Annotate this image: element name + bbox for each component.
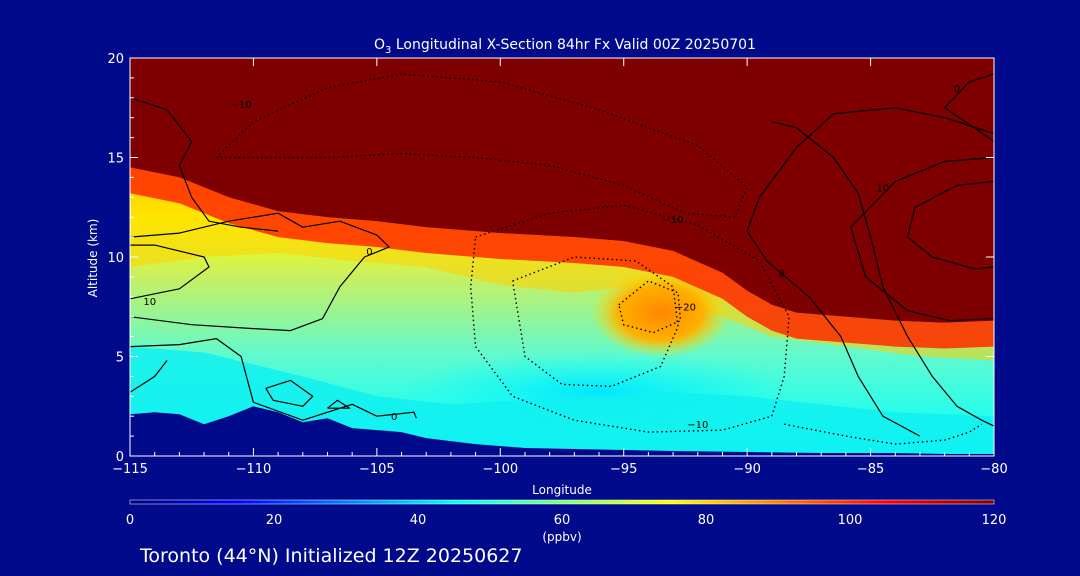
contour-label: 0 bbox=[779, 269, 785, 280]
colorbar-tick-label: 80 bbox=[698, 513, 715, 528]
chart-title: O3 Longitudinal X-Section 84hr Fx Valid … bbox=[374, 37, 756, 56]
x-tick-label: −80 bbox=[980, 462, 1007, 477]
contour-label: 0 bbox=[391, 412, 397, 423]
contour-label: 0 bbox=[366, 247, 372, 258]
contour-label: 10 bbox=[143, 297, 156, 308]
x-tick-label: −85 bbox=[857, 462, 884, 477]
y-tick-label: 15 bbox=[107, 152, 124, 167]
tropopause-transition-band bbox=[130, 167, 994, 349]
contour-line-solid bbox=[130, 212, 390, 332]
footer-caption: Toronto (44°N) Initialized 12Z 20250627 bbox=[139, 545, 523, 567]
contour-line-solid bbox=[771, 121, 994, 427]
x-tick-label: −115 bbox=[112, 462, 148, 477]
contour-layer: −10 −10 −10 −20 0 0 0 10 0 0 10 bbox=[122, 73, 994, 445]
colorbar: 0 20 40 60 80 100 120 (ppbv) bbox=[126, 499, 1007, 544]
x-tick-label: −90 bbox=[733, 462, 760, 477]
x-tick-label: −110 bbox=[236, 462, 272, 477]
colorbar-gradient bbox=[129, 499, 995, 505]
y-tick-label: 0 bbox=[116, 450, 124, 465]
contour-line-dotted bbox=[618, 280, 682, 334]
colorbar-tick-label: 20 bbox=[266, 513, 283, 528]
contour-line-solid bbox=[130, 97, 279, 232]
x-tick-label: −95 bbox=[610, 462, 637, 477]
colorbar-unit: (ppbv) bbox=[542, 530, 581, 544]
x-axis-label: Longitude bbox=[532, 483, 592, 497]
contour-line-solid bbox=[327, 399, 351, 409]
y-tick-label: 20 bbox=[107, 52, 124, 67]
ozone-maximum-blob bbox=[590, 267, 731, 358]
contour-label: −10 bbox=[231, 100, 252, 111]
colorbar-tick-label: 60 bbox=[554, 513, 571, 528]
contour-line-solid bbox=[130, 360, 168, 393]
contour-line-solid bbox=[850, 156, 994, 322]
contour-line-solid bbox=[130, 244, 210, 300]
terrain-layer bbox=[130, 406, 994, 456]
colorbar-tick-label: 120 bbox=[982, 513, 1007, 528]
title-rest: Longitudinal X-Section 84hr Fx Valid 00Z… bbox=[391, 37, 756, 53]
contour-label: 0 bbox=[954, 84, 960, 95]
x-axis: −115 −110 −105 −100 −95 −90 −85 −80 bbox=[112, 58, 1008, 477]
plot-area: −10 −10 −10 −20 0 0 0 10 0 0 10 bbox=[122, 58, 994, 456]
colorbar-tick-label: 100 bbox=[838, 513, 863, 528]
contour-line-solid bbox=[265, 379, 314, 407]
contour-label: −20 bbox=[675, 303, 696, 314]
colorbar-tick-label: 40 bbox=[410, 513, 427, 528]
contour-label: −10 bbox=[687, 420, 708, 431]
x-tick-label: −100 bbox=[482, 462, 518, 477]
contour-line-solid bbox=[906, 180, 994, 270]
y-tick-label: 10 bbox=[107, 251, 124, 266]
contour-line-dotted bbox=[511, 256, 679, 388]
contour-label: 0 bbox=[122, 374, 128, 385]
stratosphere-region bbox=[130, 58, 994, 323]
colorbar-ticks: 0 20 40 60 80 100 120 bbox=[126, 513, 1007, 528]
y-axis: 0 5 10 15 20 bbox=[107, 52, 994, 465]
title-subscript: 3 bbox=[385, 45, 391, 56]
contour-line-solid bbox=[130, 338, 417, 421]
y-tick-label: 5 bbox=[116, 351, 124, 366]
terrain-mask bbox=[130, 406, 994, 456]
x-tick-label: −105 bbox=[359, 462, 395, 477]
y-axis-label: Altitude (km) bbox=[86, 219, 100, 298]
title-prefix: O bbox=[374, 37, 385, 53]
contour-label: −10 bbox=[663, 215, 684, 226]
colorbar-tick-label: 0 bbox=[126, 513, 134, 528]
contour-label: 10 bbox=[877, 183, 890, 194]
contour-line-solid bbox=[746, 107, 994, 437]
contour-line-solid bbox=[943, 73, 994, 143]
